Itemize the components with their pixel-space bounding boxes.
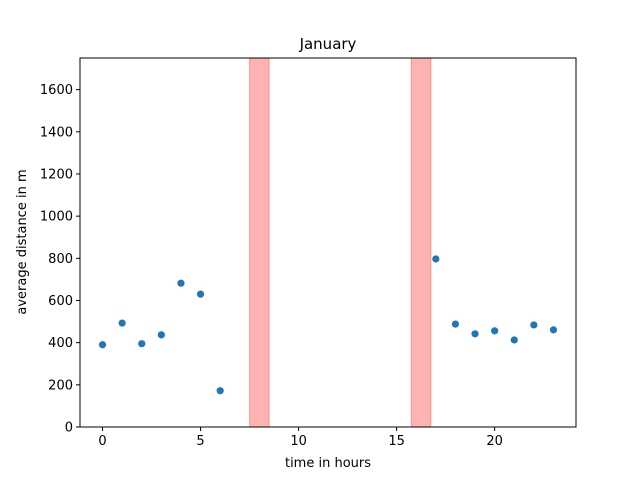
shaded-span-2	[410, 57, 432, 428]
y-axis-ticks: 0 200 400 600 800 1000 1200 1400 1600	[40, 83, 80, 436]
x-tick-label: 15	[388, 434, 405, 449]
x-tick-label: 10	[290, 434, 307, 449]
shaded-spans	[249, 57, 432, 428]
x-tick-label: 5	[196, 434, 204, 449]
y-tick-label: 600	[48, 294, 73, 309]
y-tick-label: 400	[48, 336, 73, 351]
y-tick-label: 1400	[40, 125, 73, 140]
x-axis-ticks: 0 5 10 15 20	[98, 427, 503, 449]
data-point	[471, 330, 479, 338]
x-axis-label: time in hours	[285, 456, 371, 471]
shaded-span-1	[249, 57, 270, 428]
data-point	[98, 341, 107, 349]
data-point	[138, 340, 146, 348]
data-point	[177, 279, 185, 287]
y-axis-label: average distance in m	[15, 169, 30, 314]
data-point	[196, 290, 205, 298]
x-tick-label: 20	[486, 434, 503, 449]
x-tick-label: 0	[98, 434, 106, 449]
data-point	[216, 387, 224, 395]
chart-title: January	[299, 35, 357, 53]
data-point	[530, 321, 538, 329]
y-tick-label: 0	[65, 421, 73, 436]
data-points	[98, 255, 558, 395]
y-tick-label: 1600	[40, 83, 73, 98]
y-tick-label: 1200	[40, 167, 73, 182]
data-point	[118, 319, 126, 327]
y-tick-label: 200	[48, 378, 73, 393]
data-point	[491, 327, 499, 335]
data-point	[549, 326, 558, 334]
plot-frame	[79, 57, 577, 428]
y-tick-label: 800	[48, 252, 73, 267]
data-point	[157, 331, 165, 339]
y-tick-label: 1000	[40, 210, 73, 225]
data-point	[451, 320, 460, 328]
data-point	[510, 336, 518, 344]
data-point	[432, 255, 440, 263]
